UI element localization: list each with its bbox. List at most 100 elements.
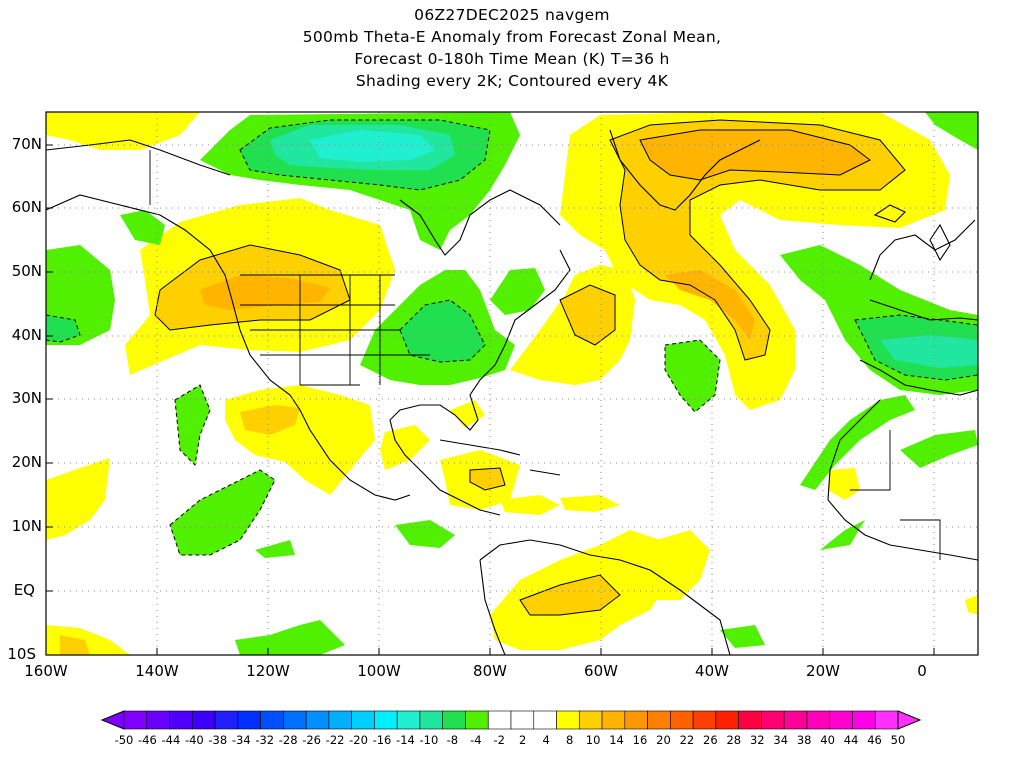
lat-label: 50N xyxy=(11,262,42,280)
anomaly-region xyxy=(380,425,430,470)
colorbar-swatch xyxy=(396,710,421,730)
colorbar-label: -8 xyxy=(446,733,459,747)
anomaly-region xyxy=(965,595,978,615)
colorbar-label: -4 xyxy=(470,733,482,747)
lat-label: EQ xyxy=(13,581,35,599)
colorbar-label: -38 xyxy=(208,733,228,747)
colorbar xyxy=(100,710,922,730)
anomaly-region xyxy=(240,405,300,435)
lat-label: 20N xyxy=(11,453,42,471)
anomaly-region xyxy=(720,625,765,648)
anomaly-region xyxy=(255,540,295,558)
lon-label: 140W xyxy=(135,662,179,680)
colorbar-label: 28 xyxy=(726,733,742,747)
lat-label: 40N xyxy=(11,326,42,344)
anomaly-region xyxy=(46,112,200,150)
colorbar-label: 16 xyxy=(632,733,648,747)
lat-label: 10S xyxy=(7,645,36,663)
colorbar-label: 34 xyxy=(773,733,789,747)
colorbar-label: -28 xyxy=(278,733,298,747)
map-frame xyxy=(45,111,979,656)
lon-label: 160W xyxy=(24,662,68,680)
anomaly-region xyxy=(640,530,710,600)
colorbar-label: 22 xyxy=(679,733,695,747)
colorbar-label: 44 xyxy=(843,733,859,747)
colorbar-label: 4 xyxy=(542,733,550,747)
colorbar-label: -16 xyxy=(372,733,392,747)
anomaly-region xyxy=(828,468,860,500)
colorbar-swatch xyxy=(806,710,831,730)
colorbar-label: 2 xyxy=(519,733,527,747)
anomaly-region xyxy=(46,458,110,540)
colorbar-swatch xyxy=(874,710,899,730)
colorbar-swatch xyxy=(191,710,216,730)
colorbar-swatch xyxy=(647,710,671,730)
colorbar-label: -40 xyxy=(184,733,204,747)
lat-label: 10N xyxy=(11,517,42,535)
colorbar-label: 38 xyxy=(796,733,812,747)
colorbar-swatch xyxy=(692,710,717,730)
anomaly-region xyxy=(665,270,755,340)
colorbar-swatch xyxy=(715,710,739,730)
gridlines xyxy=(46,112,978,655)
colorbar-swatch xyxy=(852,710,876,730)
anomaly-region xyxy=(560,285,615,345)
anomaly-region xyxy=(520,575,620,615)
colorbar-label: 8 xyxy=(565,733,574,747)
lat-label: 30N xyxy=(11,389,42,407)
title-line-4: Shading every 2K; Contoured every 4K xyxy=(355,72,669,90)
colorbar-swatch xyxy=(169,710,193,730)
anomaly-region xyxy=(880,335,978,368)
colorbar-swatch xyxy=(670,710,694,730)
colorbar-swatch xyxy=(214,710,239,730)
lon-label: 100W xyxy=(357,662,401,680)
anomaly-region xyxy=(120,210,165,245)
colorbar-swatch xyxy=(305,710,330,730)
colorbar-swatch xyxy=(533,710,557,730)
title-line-3: Forecast 0-180h Time Mean (K) T=36 h xyxy=(354,50,670,68)
coastlines xyxy=(46,129,978,655)
anomaly-region xyxy=(310,130,435,162)
anomaly-region xyxy=(640,130,870,180)
colorbar-swatch xyxy=(738,710,762,730)
colorbar-label: 40 xyxy=(820,733,835,747)
colorbar-label: -44 xyxy=(161,733,181,747)
colorbar-label: -20 xyxy=(349,733,368,747)
axis-ticks xyxy=(46,144,935,655)
lon-label: 80W xyxy=(473,662,507,680)
colorbar-label: -46 xyxy=(138,733,157,747)
colorbar-swatch xyxy=(761,710,785,730)
anomaly-region xyxy=(820,520,865,550)
anomaly-region xyxy=(450,400,485,428)
title-line-1: 06Z27DEC2025 navgem xyxy=(414,6,610,24)
colorbar-label: 32 xyxy=(749,733,765,747)
colorbar-label: -22 xyxy=(325,733,345,747)
colorbar-label: 14 xyxy=(609,733,624,747)
lon-label: 40W xyxy=(695,662,729,680)
colorbar-label: 50 xyxy=(890,733,906,747)
colorbar-label: -32 xyxy=(255,733,275,747)
boundaries xyxy=(149,150,941,560)
anomaly-region xyxy=(235,620,345,655)
colorbar-swatch xyxy=(123,710,148,730)
colorbar-label: -10 xyxy=(419,733,439,747)
colorbar-swatch xyxy=(146,710,170,730)
anomaly-region xyxy=(560,495,620,512)
anomaly-region xyxy=(900,430,978,468)
colorbar-arrow-left xyxy=(100,710,125,730)
anomaly-region xyxy=(800,395,915,490)
colorbar-swatch xyxy=(328,710,352,730)
colorbar-swatch xyxy=(487,710,512,730)
anomaly-region xyxy=(170,470,275,555)
colorbar-swatch xyxy=(260,710,284,730)
colorbar-swatch xyxy=(556,710,580,730)
colorbar-swatch xyxy=(374,710,398,730)
map-title: 06Z27DEC2025 navgem 500mb Theta-E Anomal… xyxy=(0,4,1024,92)
colorbar-label: -34 xyxy=(231,733,251,747)
colorbar-swatch xyxy=(578,710,603,730)
lon-label: 0 xyxy=(917,662,927,680)
anomaly-region xyxy=(60,635,90,655)
anomaly-region xyxy=(175,385,210,465)
title-line-2: 500mb Theta-E Anomaly from Forecast Zona… xyxy=(302,28,722,46)
